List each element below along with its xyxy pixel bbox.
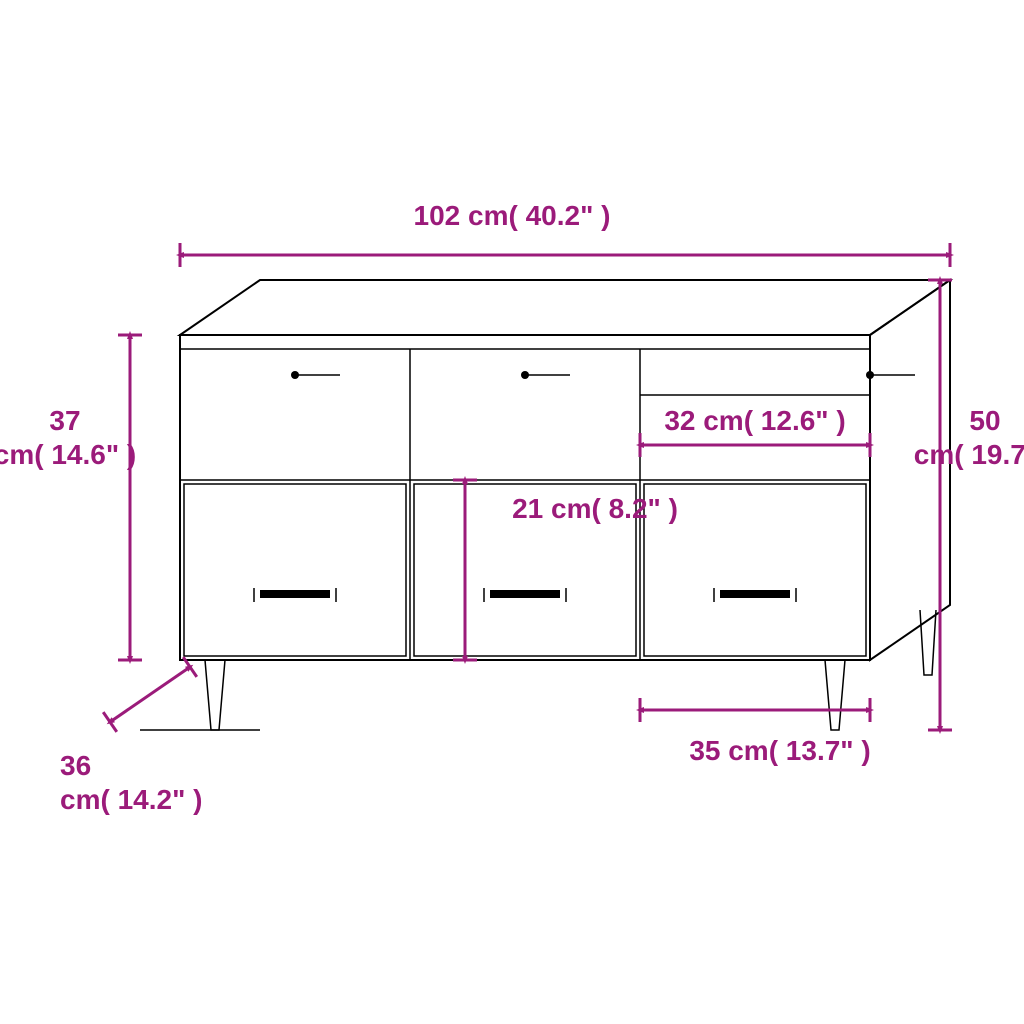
drawer-handle-icon [490, 590, 560, 598]
dimension-label-shelf-opening: 32 cm( 12.6" ) [664, 405, 845, 436]
dimension-label-height-total: 50cm( 19.7" ) [914, 405, 1024, 470]
dimension-label-height-body: 37cm( 14.6" ) [0, 405, 136, 470]
cabinet-leg [825, 660, 845, 730]
cabinet-leg [205, 660, 225, 730]
dimension-label-width-total: 102 cm( 40.2" ) [414, 200, 611, 231]
drawer-front [184, 484, 406, 656]
cabinet-side [870, 280, 950, 660]
drawer-handle-icon [720, 590, 790, 598]
dimension-label-drawer-width: 35 cm( 13.7" ) [689, 735, 870, 766]
cabinet-top [180, 280, 950, 335]
drawer-handle-icon [260, 590, 330, 598]
dimension-line [110, 667, 190, 722]
dimension-label-depth: 36cm( 14.2" ) [60, 750, 202, 815]
dimension-label-drawer-height: 21 cm( 8.2" ) [512, 493, 678, 524]
dimension-line [103, 712, 117, 732]
